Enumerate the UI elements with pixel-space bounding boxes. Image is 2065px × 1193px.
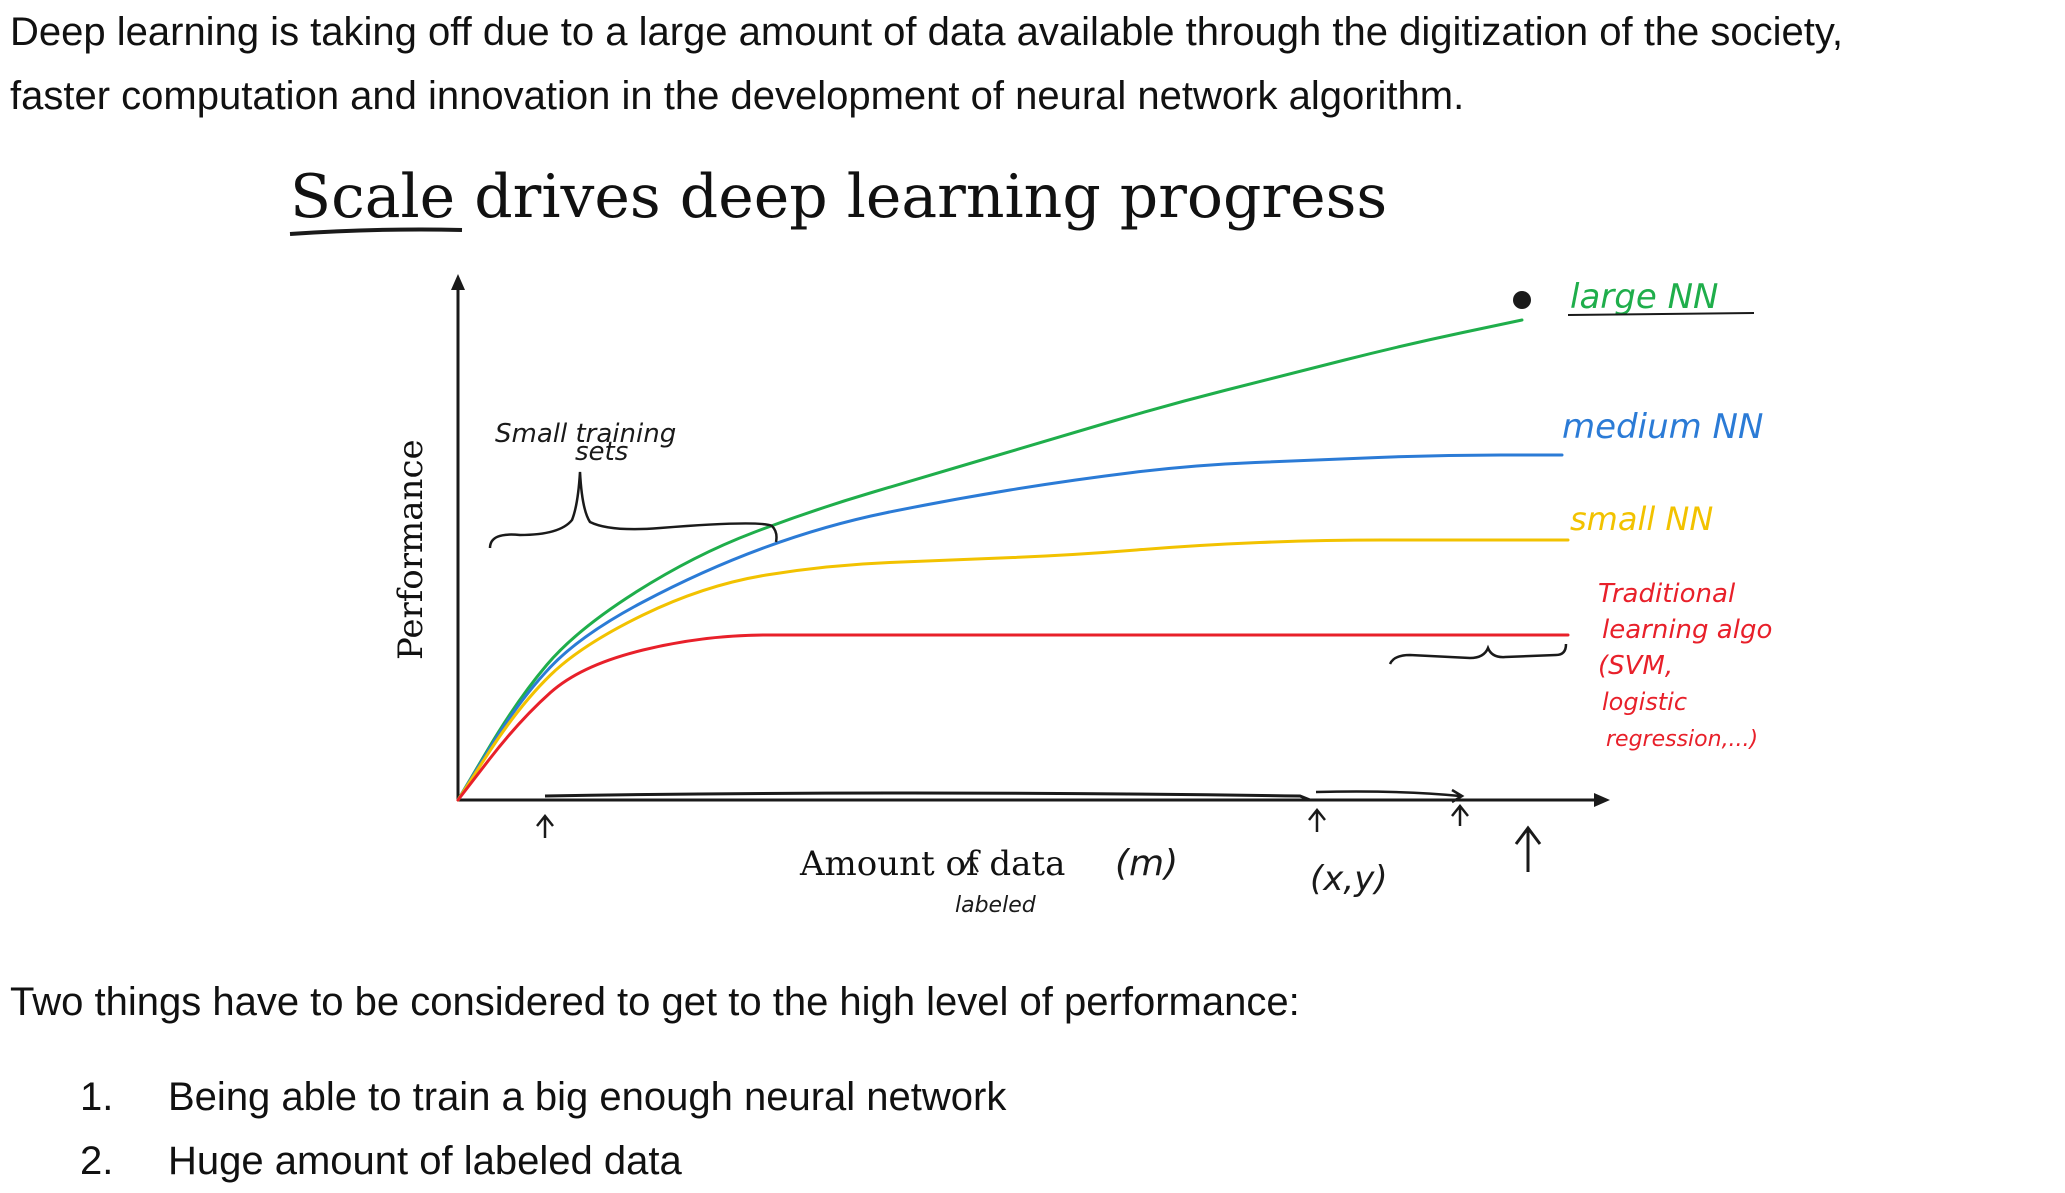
- intro-line-1: Deep learning is taking off due to a lar…: [10, 10, 1844, 54]
- labeled-caret: [961, 855, 979, 873]
- trad-label-line-1: Traditional: [1598, 579, 1736, 609]
- series-line-2: [456, 453, 1564, 802]
- y-axis-arrow: [451, 274, 465, 290]
- y-axis-label: Performance: [391, 439, 431, 660]
- big-up-arrow-icon: [1514, 825, 1542, 872]
- label-large-nn: large NN: [1570, 277, 1718, 317]
- list-item: 2. Huge amount of labeled data: [80, 1129, 1006, 1193]
- trad-label-line-5: regression,...): [1606, 727, 1758, 752]
- performance-chart: Scale drives deep learning progress Perf…: [289, 162, 1772, 918]
- label-medium-nn: medium NN: [1562, 407, 1763, 447]
- small-sets-label-line-2: sets: [575, 437, 628, 467]
- intro-line-2: faster computation and innovation in the…: [10, 74, 1465, 118]
- up-arrow-icon: [536, 813, 554, 838]
- list-item-text: Being able to train a big enough neural …: [168, 1075, 1007, 1119]
- up-arrow-icon: [1308, 807, 1326, 832]
- trad-label-line-3: (SVM,: [1598, 651, 1673, 681]
- scale-figure: Scale drives deep learning progress Perf…: [0, 150, 2065, 950]
- series-layer: [456, 318, 1570, 802]
- label-traditional: Traditional learning algo (SVM, logistic…: [1598, 579, 1772, 752]
- up-arrow-marks: [536, 803, 1542, 872]
- labeled-annotation: labeled: [955, 893, 1037, 918]
- small-sets-brace: [488, 471, 778, 549]
- data-range-extension: [1315, 790, 1461, 798]
- series-line-3: [456, 538, 1570, 802]
- trad-label-line-2: learning algo: [1602, 615, 1772, 645]
- list-item-number: 2.: [80, 1139, 114, 1183]
- figure-title: Scale drives deep learning progress: [290, 162, 1387, 232]
- small-sets-label-line-1: Small training: [495, 419, 676, 449]
- list-item-number: 1.: [80, 1075, 114, 1119]
- x-axis-arrow: [1594, 793, 1610, 807]
- closing-paragraph: Two things have to be considered to get …: [10, 980, 1300, 1024]
- list-item-text: Huge amount of labeled data: [168, 1139, 682, 1183]
- data-range-line: [544, 791, 1311, 802]
- title-underline: [289, 227, 463, 236]
- requirements-list: 1. Being able to train a big enough neur…: [80, 1065, 1006, 1193]
- label-large-nn-underline: [1567, 312, 1755, 316]
- large-nn-endpoint-dot: [1513, 291, 1531, 309]
- list-item: 1. Being able to train a big enough neur…: [80, 1065, 1006, 1129]
- label-small-nn: small NN: [1570, 500, 1713, 538]
- up-arrow-icon: [1451, 803, 1469, 826]
- right-brace: [1388, 643, 1568, 665]
- trad-label-line-4: logistic: [1602, 688, 1687, 716]
- series-line-4: [456, 633, 1570, 802]
- xy-annotation: (x,y): [1310, 859, 1388, 899]
- series-line-1: [456, 318, 1524, 802]
- x-axis-label: Amount of data: [799, 844, 1065, 884]
- m-annotation: (m): [1115, 843, 1178, 884]
- data-range-arrowhead: [1451, 788, 1465, 804]
- intro-paragraph: Deep learning is taking off due to a lar…: [10, 0, 2060, 128]
